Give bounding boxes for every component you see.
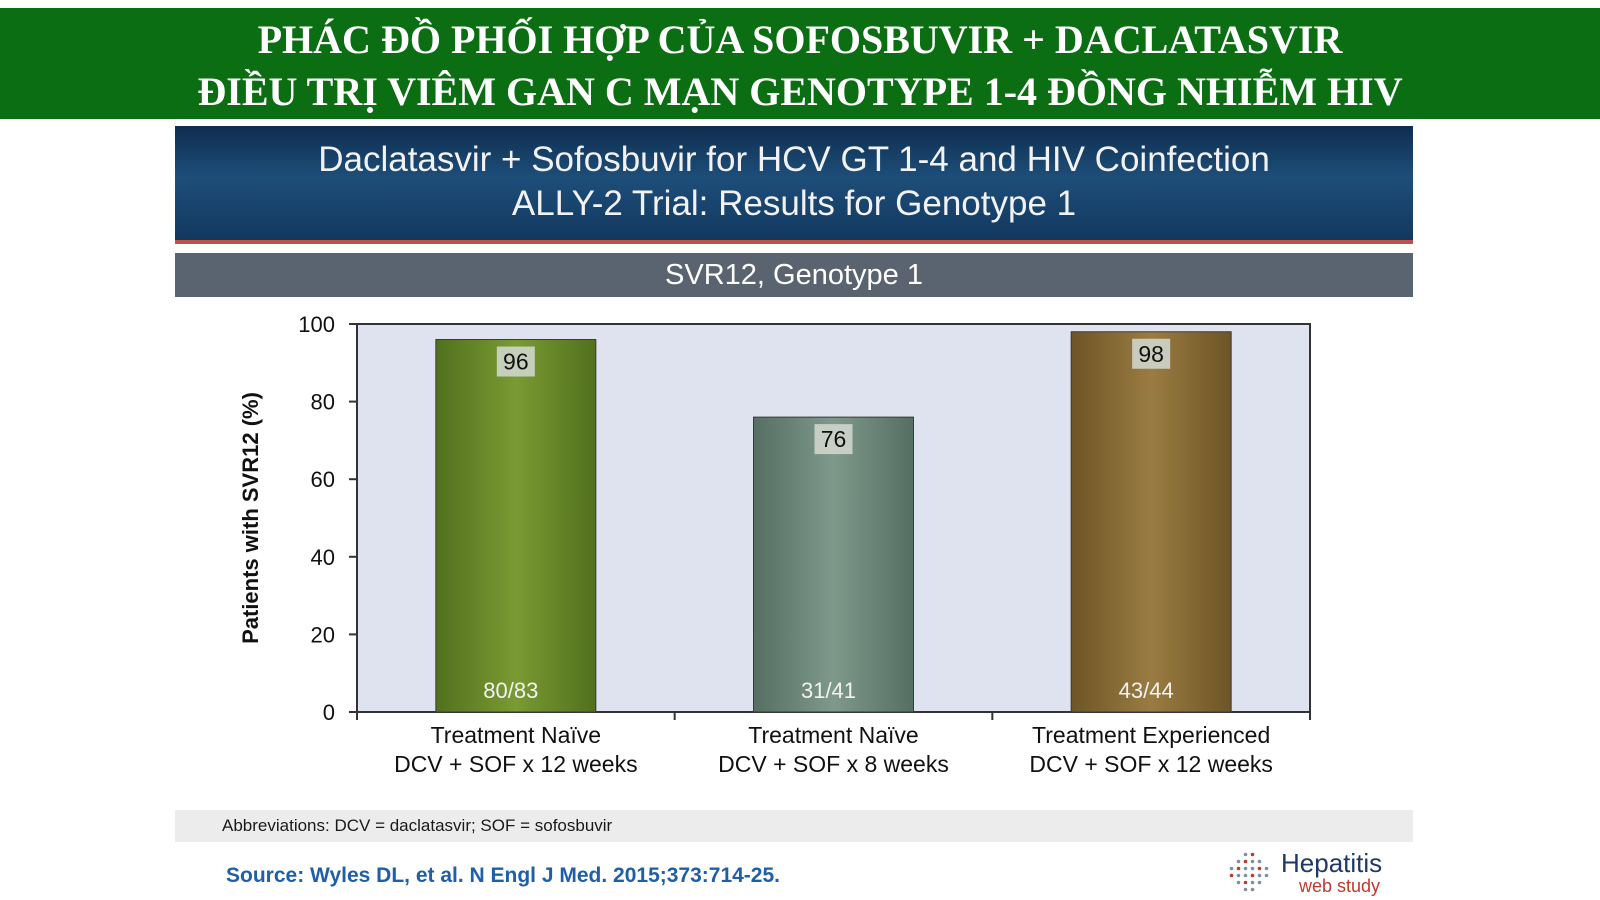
globe-dot — [1250, 887, 1255, 892]
y-axis: 0 20 40 60 80 100 — [298, 312, 357, 725]
x-axis: Treatment Naïve DCV + SOF x 12 weeks Treat… — [356, 712, 1311, 777]
globe-dot — [1257, 866, 1262, 871]
x-category-label: Treatment Naïve — [748, 722, 918, 748]
globe-dot — [1229, 873, 1234, 878]
globe-dot — [1250, 866, 1255, 871]
slide: Daclatasvir + Sofosbuvir for HCV GT 1-4 … — [175, 126, 1413, 900]
globe-dot — [1264, 866, 1269, 871]
value-label-box — [814, 424, 853, 455]
globe-dot — [1243, 873, 1248, 878]
abbreviations-text: Abbreviations: DCV = daclatasvir; SOF = … — [222, 816, 613, 835]
globe-dot — [1243, 859, 1248, 864]
bar — [753, 416, 914, 713]
globe-dot — [1257, 873, 1262, 878]
globe-dot — [1250, 852, 1255, 857]
bar-value-label: 76 — [821, 426, 847, 452]
banner-line-2: ĐIỀU TRỊ VIÊM GAN C MẠN GENOTYPE 1-4 ĐỒN… — [197, 69, 1403, 114]
slide-title-line-1: Daclatasvir + Sofosbuvir for HCV GT 1-4 … — [318, 140, 1270, 179]
bar-count-label: 43/44 — [1119, 678, 1174, 703]
globe-dot — [1236, 873, 1241, 878]
abbreviations-bar: Abbreviations: DCV = daclatasvir; SOF = … — [175, 810, 1413, 842]
value-label-box — [1132, 338, 1171, 369]
slide-title-line-2: ALLY-2 Trial: Results for Genotype 1 — [511, 184, 1077, 223]
source-citation: Source: Wyles DL, et al. N Engl J Med. 2… — [226, 864, 780, 887]
bar-count-label: 80/83 — [483, 678, 538, 703]
y-tick-label: 80 — [311, 390, 335, 415]
x-category-label: DCV + SOF x 12 weeks — [394, 751, 638, 777]
globe-dot — [1264, 873, 1269, 878]
banner-line-1: PHÁC ĐỒ PHỐI HỢP CỦA SOFOSBUVIR + DACLAT… — [257, 17, 1343, 62]
globe-dot — [1243, 880, 1248, 885]
y-tick-label: 0 — [323, 700, 335, 725]
bar — [1070, 331, 1232, 713]
bar-value-label: 98 — [1138, 341, 1164, 367]
globe-dot — [1243, 887, 1248, 892]
bars: 96 80/83 76 31/41 98 43/44 — [435, 331, 1232, 713]
y-tick-label: 40 — [311, 545, 335, 570]
y-axis-label: Patients with SVR12 (%) — [238, 392, 263, 644]
globe-dot — [1250, 873, 1255, 878]
globe-dot — [1236, 880, 1241, 885]
hepatitis-web-study-logo: Hepatitis web study — [1225, 846, 1405, 896]
bar — [435, 339, 597, 713]
y-tick-label: 100 — [298, 312, 335, 337]
y-tick-label: 20 — [311, 622, 335, 647]
x-category-label: DCV + SOF x 8 weeks — [718, 751, 949, 777]
globe-dot — [1236, 866, 1241, 871]
globe-dot — [1236, 859, 1241, 864]
bar-count-label: 31/41 — [801, 678, 856, 703]
x-category-label: Treatment Naïve — [431, 722, 601, 748]
slide-header: Daclatasvir + Sofosbuvir for HCV GT 1-4 … — [175, 126, 1413, 240]
chart-subtitle: SVR12, Genotype 1 — [175, 253, 1413, 297]
globe-dot — [1250, 859, 1255, 864]
globe-dot — [1257, 859, 1262, 864]
x-category-label: DCV + SOF x 12 weeks — [1029, 751, 1273, 777]
bar-value-label: 96 — [503, 349, 529, 375]
header-divider — [175, 240, 1413, 244]
svr12-bar-chart: 0 20 40 60 80 100 Treatment Naïve DCV + SOF x … — [238, 312, 1311, 777]
y-tick-label: 60 — [311, 467, 335, 492]
globe-dot — [1243, 866, 1248, 871]
x-category-label: Treatment Experienced — [1032, 722, 1270, 748]
globe-dot — [1250, 880, 1255, 885]
top-banner: PHÁC ĐỒ PHỐI HỢP CỦA SOFOSBUVIR + DACLAT… — [0, 8, 1600, 119]
value-label-box — [496, 346, 535, 377]
globe-dot — [1229, 866, 1234, 871]
logo-subtitle: web study — [1299, 876, 1381, 896]
logo-title: Hepatitis — [1281, 848, 1383, 878]
globe-dot — [1243, 852, 1248, 857]
dotted-globe-icon — [1229, 852, 1269, 892]
globe-dot — [1257, 880, 1262, 885]
